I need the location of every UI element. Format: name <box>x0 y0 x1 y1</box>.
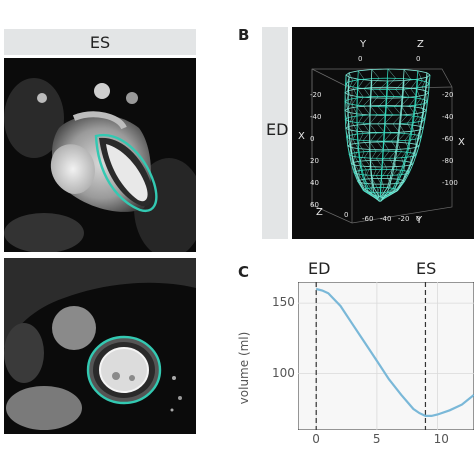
tick-left: 40 <box>310 179 319 187</box>
tick-top-zero-left: 0 <box>358 55 362 63</box>
panel-c-letter: C <box>238 263 250 281</box>
mesh-diagonal <box>344 74 379 200</box>
tick-bottom: -40 <box>380 215 391 223</box>
y-tick-label: 100 <box>272 365 295 380</box>
y-tick-label: 150 <box>272 295 295 310</box>
tick-left: -20 <box>310 91 321 99</box>
mesh-meridian <box>381 70 419 198</box>
axis-letter-x-left: X <box>298 131 305 142</box>
y-axis-label: volume (ml) <box>237 331 251 405</box>
mesh-meridian <box>347 72 379 199</box>
tick-bottom: 0 <box>416 215 420 223</box>
es-header: ES <box>4 29 196 55</box>
mesh-meridian <box>381 72 428 199</box>
x-tick-label: 5 <box>372 432 381 446</box>
mesh-3d-render: Y Z X X Z Y 0 0 -20 -40 0 20 40 60 -20 -40 -60 -80 -100 0 -6… <box>292 27 474 239</box>
mesh-diagonal <box>381 72 429 199</box>
mesh-diagonal <box>379 68 396 197</box>
mesh-diagonal <box>369 69 380 197</box>
mesh-diagonal <box>381 70 423 198</box>
tick-right: -80 <box>442 157 453 165</box>
short-axis-mri-image <box>4 258 196 434</box>
tick-right: -40 <box>442 113 453 121</box>
tick-bottom: -60 <box>362 215 373 223</box>
mesh-diagonal <box>347 72 379 199</box>
mesh-diagonal <box>351 79 379 201</box>
ed-side-bar <box>262 27 288 239</box>
tick-right: -100 <box>442 179 458 187</box>
axis-letter-y-bottom: Y <box>415 215 423 226</box>
axis-letter-x-right: X <box>458 137 465 148</box>
tick-left: -40 <box>310 113 321 121</box>
mesh-meridian <box>381 77 428 201</box>
tick-left: 60 <box>310 201 319 209</box>
mesh-diagonal <box>380 69 412 197</box>
lv-contour-long-axis <box>94 133 158 212</box>
tick-left: 0 <box>310 135 314 143</box>
axis-letter-y-top: Y <box>359 39 367 50</box>
tick-bottom: -20 <box>398 215 409 223</box>
endocardial-contour <box>99 347 149 393</box>
epicardial-contour <box>86 335 162 405</box>
x-tick-label: 10 <box>433 432 449 446</box>
tick-left: 20 <box>310 157 319 165</box>
mesh-meridian <box>380 69 405 198</box>
panel-b-letter: B <box>238 26 250 44</box>
mesh-meridian <box>381 79 419 202</box>
mesh-meridian <box>344 74 379 200</box>
x-tick-label: 0 <box>312 432 320 446</box>
long-axis-mri-image <box>4 58 196 252</box>
volume-chart <box>297 281 474 431</box>
plot-area <box>297 281 474 431</box>
mesh-wireframe <box>344 68 431 202</box>
mesh-diagonal <box>362 80 380 202</box>
tick-right: -20 <box>442 91 453 99</box>
tick-right: -60 <box>442 135 453 143</box>
es-marker-label: ES <box>416 259 437 278</box>
mesh-meridian <box>356 70 379 198</box>
mesh-diagonal <box>375 80 389 202</box>
ed-side-label: ED <box>266 120 289 139</box>
mesh-meridian <box>379 68 389 197</box>
ed-marker-label: ED <box>308 259 331 278</box>
mesh-diagonal <box>381 74 431 200</box>
axis-letter-z-top: Z <box>417 39 424 50</box>
axis-letter-z-bottom: Z <box>316 207 323 218</box>
mesh-diagonal <box>356 70 379 198</box>
tick-bottom: 0 <box>344 211 348 219</box>
volume-curve <box>315 287 474 417</box>
mesh-meridian <box>369 69 380 198</box>
es-header-label: ES <box>89 32 111 52</box>
tick-top-zero-right: 0 <box>416 55 420 63</box>
